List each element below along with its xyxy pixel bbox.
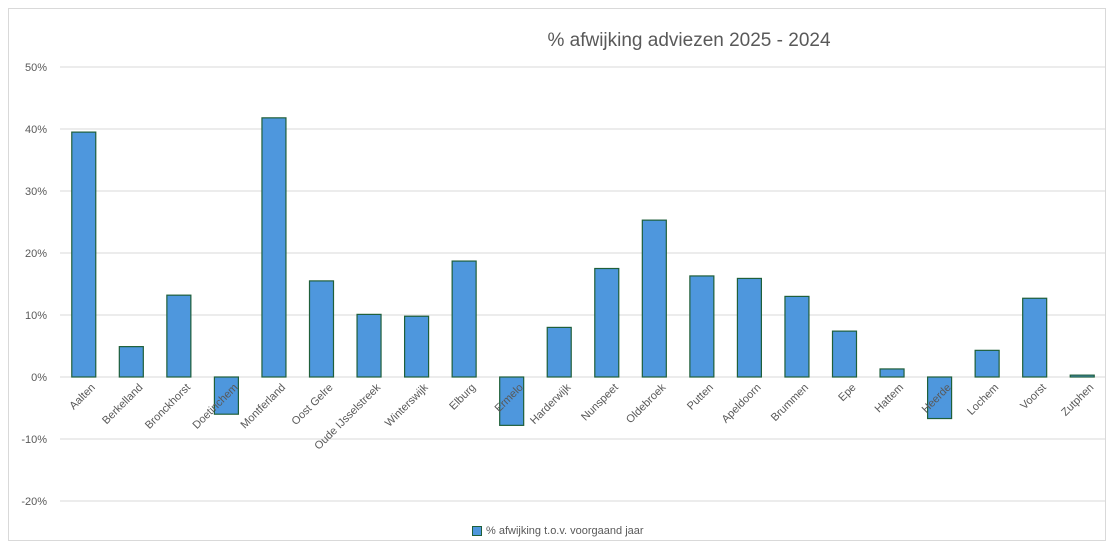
x-tick-label: Winterswijk <box>383 381 431 429</box>
legend-label: % afwijking t.o.v. voorgaand jaar <box>486 525 644 537</box>
legend: % afwijking t.o.v. voorgaand jaar <box>472 523 644 539</box>
bar <box>261 117 287 378</box>
x-tick-label: Lochem <box>965 382 1001 418</box>
bar <box>689 275 715 378</box>
y-tick-label: 30% <box>25 186 47 198</box>
bar <box>71 131 97 378</box>
x-tick-label: Epe <box>836 382 858 404</box>
x-tick-label: Voorst <box>1018 382 1049 413</box>
x-tick-label: Hattem <box>873 382 907 416</box>
bar <box>118 346 144 378</box>
x-tick-label: Montferland <box>239 382 289 432</box>
bar <box>974 349 1000 378</box>
y-tick-label: 0% <box>31 372 47 384</box>
y-tick-label: -10% <box>21 434 47 446</box>
bar <box>1022 297 1048 378</box>
bar <box>641 219 667 378</box>
bar <box>1069 374 1095 378</box>
bar <box>166 294 192 378</box>
bar <box>736 277 763 378</box>
y-tick-label: 50% <box>25 62 47 74</box>
bar <box>926 376 953 420</box>
y-tick-label: 10% <box>25 310 47 322</box>
bar <box>308 280 335 378</box>
x-tick-label: Berkelland <box>100 382 145 427</box>
bar <box>831 330 858 378</box>
x-tick-label: Harderwijk <box>528 381 574 427</box>
chart-frame <box>8 8 1106 541</box>
bar <box>451 260 477 378</box>
x-tick-label: Apeldoorn <box>720 382 764 426</box>
bar <box>594 267 620 378</box>
legend-swatch <box>472 526 482 536</box>
y-tick-label: 20% <box>25 248 47 260</box>
bar <box>784 295 810 378</box>
bar <box>403 315 430 378</box>
bar <box>356 313 382 378</box>
x-tick-label: Nunspeet <box>579 382 621 424</box>
bar <box>499 376 525 426</box>
x-tick-label: Bronckhorst <box>143 382 193 432</box>
x-tick-label: Brummen <box>769 382 811 424</box>
x-tick-label: Putten <box>685 382 716 413</box>
x-tick-label: Aalten <box>67 382 98 413</box>
x-tick-label: Oost Gelre <box>290 382 336 428</box>
y-tick-label: -20% <box>21 496 47 508</box>
x-tick-label: Elburg <box>447 382 478 413</box>
x-tick-label: Oldebroek <box>624 381 669 426</box>
y-tick-label: 40% <box>25 124 47 136</box>
chart-title: % afwijking adviezen 2025 - 2024 <box>547 30 831 51</box>
x-tick-label: Zutphen <box>1059 382 1096 419</box>
bar <box>879 368 905 378</box>
bar <box>213 376 240 415</box>
bar <box>546 326 572 378</box>
